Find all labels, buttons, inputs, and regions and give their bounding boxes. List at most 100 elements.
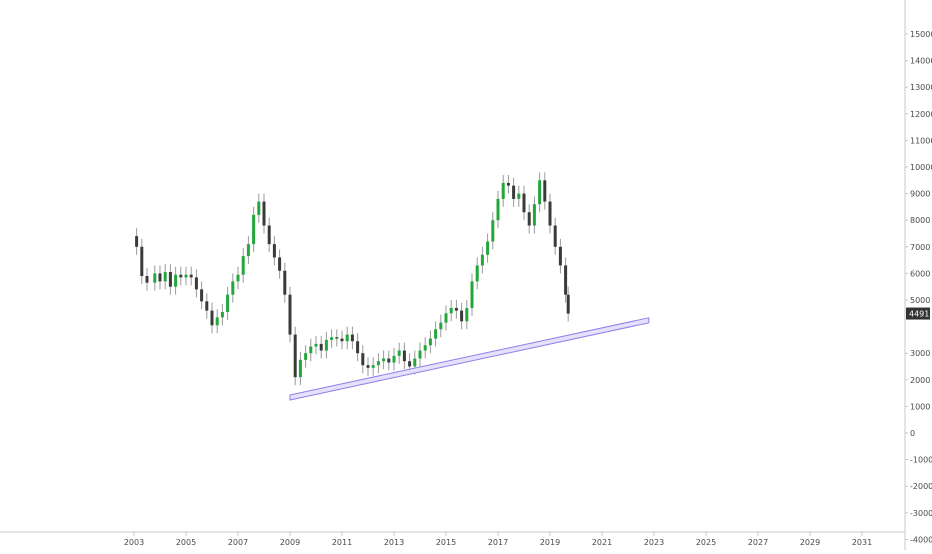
candle[interactable] (184, 266, 188, 286)
candle[interactable] (454, 300, 458, 319)
candle[interactable] (423, 337, 427, 359)
candle[interactable] (194, 269, 198, 298)
candle[interactable] (480, 246, 484, 274)
candle[interactable] (179, 266, 183, 286)
candle[interactable] (324, 331, 328, 359)
candle[interactable] (236, 266, 240, 290)
candle[interactable] (304, 345, 308, 368)
candle[interactable] (267, 217, 271, 253)
candle[interactable] (220, 303, 224, 326)
candle[interactable] (397, 342, 401, 364)
y-axis[interactable]: 1500014000130001200011000100009000800070… (904, 0, 932, 550)
candle[interactable] (278, 249, 282, 279)
candle[interactable] (444, 305, 448, 331)
candle[interactable] (470, 273, 474, 316)
candle-body (246, 244, 250, 257)
candle-body (179, 274, 183, 278)
candle[interactable] (465, 300, 469, 330)
candle[interactable] (283, 262, 287, 303)
candle[interactable] (475, 257, 479, 290)
candle[interactable] (392, 347, 396, 371)
y-tick-label: 11000 (910, 136, 932, 145)
candle[interactable] (246, 236, 250, 265)
candle[interactable] (496, 190, 500, 229)
candle[interactable] (402, 342, 406, 370)
candle[interactable] (272, 236, 276, 266)
candle[interactable] (366, 357, 370, 376)
candle[interactable] (335, 329, 339, 347)
candle[interactable] (527, 204, 531, 234)
candle[interactable] (553, 217, 557, 255)
candle-body (491, 220, 495, 242)
candle[interactable] (548, 193, 552, 234)
candle[interactable] (449, 300, 453, 322)
candle[interactable] (376, 353, 380, 374)
candle[interactable] (293, 326, 297, 386)
candle-body (475, 265, 479, 282)
candle[interactable] (189, 266, 193, 286)
candle[interactable] (522, 185, 526, 221)
trendline-band[interactable] (289, 317, 650, 401)
candle[interactable] (566, 286, 570, 322)
candle[interactable] (512, 177, 516, 207)
candle[interactable] (558, 238, 562, 274)
candle[interactable] (163, 264, 167, 290)
candle[interactable] (506, 174, 510, 194)
candle[interactable] (345, 326, 349, 350)
candle[interactable] (350, 326, 354, 350)
candle[interactable] (532, 196, 536, 234)
candle[interactable] (226, 286, 230, 320)
candle-body (194, 277, 198, 290)
candle[interactable] (174, 266, 178, 295)
candle[interactable] (288, 286, 292, 343)
candle[interactable] (486, 233, 490, 263)
candle[interactable] (210, 302, 214, 334)
candle[interactable] (140, 238, 144, 285)
candle-body (153, 273, 157, 283)
candle[interactable] (298, 351, 302, 386)
candle[interactable] (314, 335, 318, 355)
candle[interactable] (231, 273, 235, 303)
candle[interactable] (538, 172, 542, 213)
candle[interactable] (439, 314, 443, 338)
candle-body (512, 185, 516, 199)
candle[interactable] (158, 265, 162, 290)
candle[interactable] (215, 309, 219, 334)
candle[interactable] (309, 338, 313, 362)
candle[interactable] (200, 281, 204, 310)
x-axis[interactable]: 2003 2005 2007 2009 2011 2013 2015 2017 2019 2021… (0, 531, 905, 547)
candle[interactable] (387, 350, 391, 371)
candle[interactable] (460, 302, 464, 330)
candle[interactable] (330, 329, 334, 348)
candle[interactable] (153, 265, 157, 291)
candle[interactable] (501, 174, 505, 207)
candle[interactable] (564, 257, 568, 303)
candle[interactable] (356, 333, 360, 362)
candle[interactable] (371, 357, 375, 376)
candle[interactable] (340, 330, 344, 350)
candle[interactable] (205, 293, 209, 319)
candle[interactable] (252, 206, 256, 253)
candle[interactable] (517, 185, 521, 207)
candle[interactable] (319, 335, 323, 359)
candle[interactable] (491, 212, 495, 250)
candle[interactable] (135, 228, 139, 255)
candle[interactable] (145, 268, 149, 291)
candle-body (543, 180, 547, 202)
candle[interactable] (257, 193, 261, 223)
candle-body (236, 274, 240, 282)
candle[interactable] (361, 345, 365, 374)
candle-body (314, 343, 318, 347)
candle-body (558, 246, 562, 266)
candle[interactable] (428, 330, 432, 354)
candle[interactable] (434, 321, 438, 347)
candle[interactable] (418, 342, 422, 367)
candle-body (184, 274, 188, 278)
candle[interactable] (543, 172, 547, 210)
candle[interactable] (262, 193, 266, 234)
candle[interactable] (241, 248, 245, 283)
candle[interactable] (382, 350, 386, 370)
trendline-group[interactable] (289, 317, 650, 401)
candle[interactable] (168, 264, 172, 295)
